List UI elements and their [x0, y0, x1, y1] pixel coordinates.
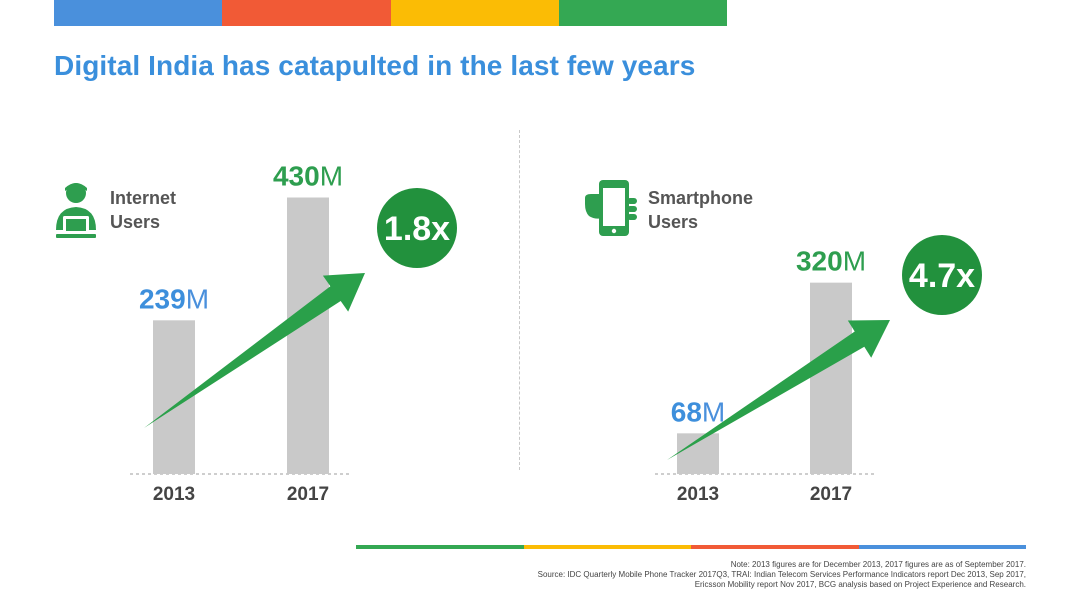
data-label-suffix: M — [843, 246, 866, 277]
note-line-3: Ericsson Mobility report Nov 2017, BCG a… — [694, 580, 1026, 589]
growth-badge — [902, 235, 982, 315]
data-label-suffix: M — [702, 396, 725, 427]
source-notes: Note: 2013 figures are for December 2013… — [406, 560, 1026, 590]
bottom-segment-blue — [858, 545, 1026, 549]
bottom-segment-red — [691, 545, 859, 549]
data-label-2013: 68M — [671, 396, 725, 427]
data-label-2017: 320M — [796, 246, 866, 277]
data-label-number: 430 — [273, 161, 320, 192]
smartphone-users-chart: 68M 2013 320M 2017 4.7x — [625, 130, 1025, 530]
data-label-number: 68 — [671, 396, 702, 427]
bottom-segment-yellow — [523, 545, 691, 549]
data-label-2013: 239M — [139, 283, 209, 314]
tick-label-2013: 2013 — [677, 484, 719, 505]
internet-users-chart: 239M 2013 430M 2017 1.8x — [100, 130, 500, 530]
internet-user-icon — [52, 180, 100, 245]
data-label-number: 320 — [796, 246, 843, 277]
smartphone-icon — [583, 178, 639, 245]
data-label-number: 239 — [139, 283, 186, 314]
bottom-color-bar — [356, 545, 1026, 549]
growth-badge-label: 4.7x — [909, 257, 975, 295]
color-segment-green — [558, 0, 727, 26]
smartphone-users-label-line1: Smartphone — [648, 188, 754, 208]
color-segment-yellow — [390, 0, 559, 26]
smartphone-users-label-line2: Users — [648, 212, 699, 232]
smartphone-users-label: Smartphone Users — [648, 186, 753, 234]
top-color-bar — [54, 0, 727, 26]
data-label-suffix: M — [320, 161, 343, 192]
panel-divider — [519, 130, 520, 470]
growth-badge — [377, 188, 457, 268]
data-label-suffix: M — [186, 283, 209, 314]
tick-label-2013: 2013 — [153, 484, 195, 505]
color-segment-red — [222, 0, 391, 26]
tick-label-2017: 2017 — [810, 484, 852, 505]
note-line-2: Source: IDC Quarterly Mobile Phone Track… — [537, 570, 1026, 579]
internet-users-label-line1: Internet — [110, 188, 177, 208]
internet-users-label: Internet Users — [110, 186, 176, 234]
growth-arrow — [667, 320, 890, 460]
note-line-1: Note: 2013 figures are for December 2013… — [730, 560, 1026, 569]
growth-arrow — [144, 273, 365, 428]
color-segment-blue — [54, 0, 223, 26]
page-title: Digital India has catapulted in the last… — [54, 50, 696, 81]
data-label-2017: 430M — [273, 161, 343, 192]
bar-2017 — [287, 197, 329, 474]
bottom-segment-green — [356, 545, 524, 549]
internet-users-label-line2: Users — [110, 212, 161, 232]
bar-2017 — [810, 282, 852, 474]
growth-badge-label: 1.8x — [384, 210, 450, 248]
tick-label-2017: 2017 — [287, 484, 329, 505]
